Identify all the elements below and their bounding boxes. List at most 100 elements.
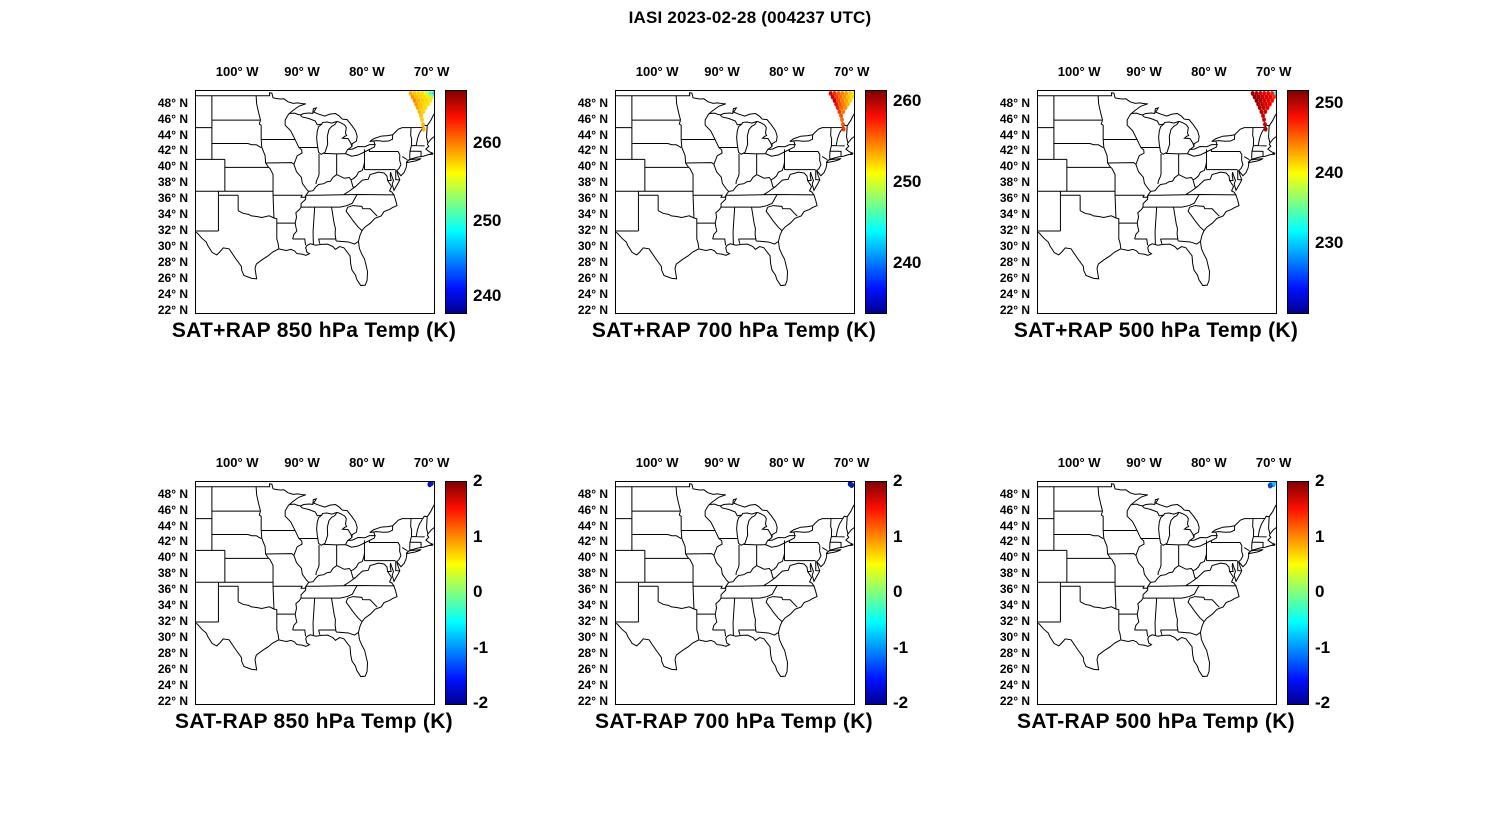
obs-point [414,94,419,100]
panel-title-sat-minus-rap-700: SAT-RAP 700 hPa Temp (K) [595,710,873,733]
y-tick-label: 34° N [577,207,608,222]
y-tick-label: 40° N [999,550,1030,565]
colorbar-tick-label: -2 [1315,693,1331,712]
obs-point [843,105,848,111]
y-tick-label: 46° N [577,502,608,517]
colorbar-sat-minus-rap-700 [865,481,887,705]
y-tick-label: 44° N [999,127,1030,142]
y-tick-label: 42° N [999,143,1030,158]
obs-point [418,94,423,100]
colorbar-tick-label: 240 [473,286,502,306]
obs-point [1256,94,1261,100]
panel-sat-minus-rap-500: 100° W 90° W 80° W 70° W 48° N 46° N 44° N 42° … [972,449,1372,749]
obs-point [419,113,423,119]
obs-point [428,98,433,103]
y-tick-label: 36° N [577,582,608,597]
obs-point [408,91,413,96]
y-tick-label: 32° N [157,614,188,629]
obs-point [414,101,419,107]
y-tick-label: 26° N [577,270,608,285]
map-canvas-sat-minus-rap-500 [1037,481,1277,705]
y-tick-label: 40° N [577,159,608,174]
colorbar-tick-label: -2 [893,693,909,712]
y-tick-label: 22° N [577,302,608,317]
y-tick-label: 28° N [157,645,188,660]
obs-point [834,94,839,100]
colorbar-tick-label: -1 [1315,637,1331,657]
obs-point [429,482,434,487]
y-tick-label: 28° N [577,254,608,269]
scatter-points [427,482,434,488]
obs-point [426,94,431,100]
obs-point [1268,94,1273,100]
panel-title-sat-plus-rap-500: SAT+RAP 500 hPa Temp (K) [1013,319,1299,342]
obs-point [422,94,427,100]
obs-point [836,98,841,103]
x-tick-label: 80° W [769,64,805,79]
colorbar-sat-plus-rap-850 [445,90,467,314]
y-tick-label: 22° N [157,693,188,708]
colorbar-sat-plus-rap-700 [865,90,887,314]
panel-title-sat-minus-rap-500: SAT-RAP 500 hPa Temp (K) [1017,710,1295,733]
y-tick-label: 36° N [999,191,1030,206]
obs-point [416,98,421,103]
obs-point [432,91,434,96]
state-outlines [1038,484,1276,677]
obs-point [841,122,845,127]
state-outlines [1038,93,1276,286]
obs-point [848,98,853,103]
obs-point [1262,98,1267,103]
obs-point [1263,126,1268,132]
obs-point [1270,98,1275,103]
y-tick-label: 24° N [157,677,188,692]
y-tick-label: 36° N [999,582,1030,597]
y-tick-label: 22° N [999,302,1030,317]
y-tick-label: 34° N [577,598,608,613]
y-tick-label: 24° N [577,286,608,301]
obs-point [1262,117,1266,123]
obs-point [849,482,854,489]
y-tick-label: 24° N [577,677,608,692]
colorbar-tick-label: -2 [473,693,489,712]
y-tick-label: 24° N [999,677,1030,692]
y-tick-label: 44° N [157,518,188,533]
x-tick-label: 80° W [1191,64,1227,79]
obs-point [842,101,846,107]
y-tick-label: 24° N [157,286,188,301]
x-tick-label: 70° W [413,455,450,470]
obs-point [1259,109,1264,115]
obs-point [420,91,425,96]
obs-point [830,94,835,100]
y-tick-label: 48° N [999,486,1030,501]
obs-point [1265,105,1270,111]
y-tick-label: 34° N [999,598,1030,613]
colorbar-tick-label: 2 [893,471,903,490]
obs-point [1270,91,1275,96]
obs-point [419,105,424,111]
y-tick-label: 22° N [999,693,1030,708]
y-tick-label: 30° N [157,238,188,253]
y-tick-label: 30° N [999,629,1030,644]
panel-sat-plus-rap-850: 100° W 90° W 80° W 70° W 48° N 46° N 44° N 42° … [130,58,530,358]
x-tick-label: 90° W [1126,455,1162,470]
colorbar-sat-minus-rap-850 [445,481,467,705]
x-tick-label: 90° W [284,64,320,79]
obs-point [415,105,420,111]
state-outlines [616,93,854,286]
x-tick-label: 70° W [833,455,870,470]
colorbar-tick-label: 250 [1315,93,1344,113]
obs-point [424,91,429,96]
scatter-points [1250,91,1276,132]
colorbar-tick-label: 240 [1315,163,1344,183]
x-tick-label: 80° W [349,455,385,470]
scatter-points [828,91,854,132]
y-tick-label: 38° N [577,566,608,581]
obs-point [425,101,430,107]
panel-sat-minus-rap-850: 100° W 90° W 80° W 70° W 48° N 46° N 44° N 42° … [130,449,530,749]
scatter-points [1267,482,1276,489]
y-tick-label: 28° N [157,254,188,269]
obs-point [832,91,837,96]
state-outlines [196,93,434,286]
scatter-points [847,482,854,489]
y-tick-label: 30° N [577,238,608,253]
